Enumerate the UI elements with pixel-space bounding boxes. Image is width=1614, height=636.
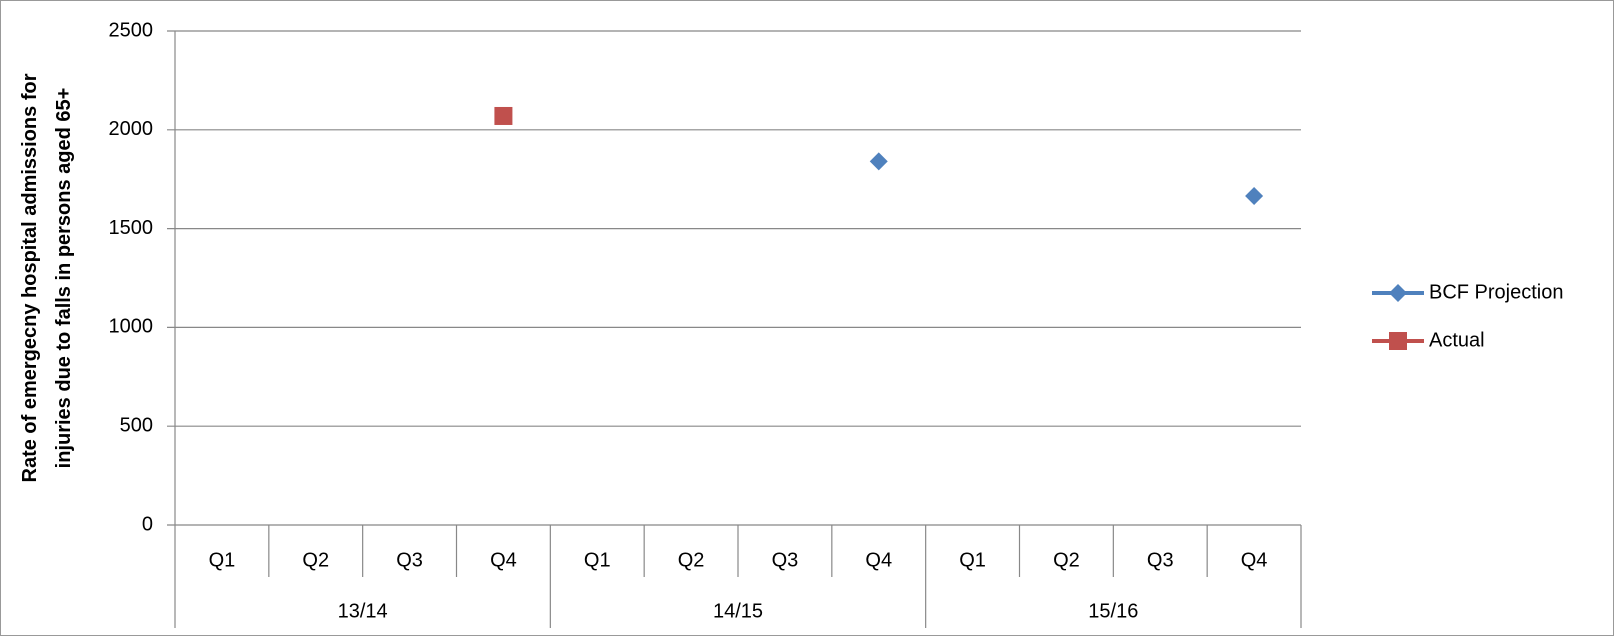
data-point — [1245, 186, 1264, 205]
x-tick-label: Q2 — [1053, 549, 1080, 571]
x-tick-label: Q4 — [865, 549, 892, 571]
group-label: 14/15 — [713, 600, 763, 622]
x-tick-label: Q3 — [396, 549, 423, 571]
y-tick-label: 500 — [120, 414, 153, 436]
x-tick-label: Q4 — [490, 549, 517, 571]
x-tick-label: Q2 — [678, 549, 705, 571]
group-label: 13/14 — [338, 600, 388, 622]
legend-marker — [1389, 284, 1407, 302]
y-tick-label: 1000 — [109, 316, 154, 338]
x-tick-label: Q1 — [584, 549, 611, 571]
legend-label: BCF Projection — [1429, 281, 1564, 303]
x-tick-label: Q3 — [772, 549, 799, 571]
x-tick-label: Q1 — [959, 549, 986, 571]
x-tick-label: Q3 — [1147, 549, 1174, 571]
data-point — [869, 152, 888, 171]
y-tick-label: 2000 — [109, 118, 154, 140]
y-tick-label: 1500 — [109, 217, 154, 239]
x-tick-label: Q1 — [209, 549, 236, 571]
y-tick-label: 2500 — [109, 19, 154, 41]
x-tick-label: Q4 — [1241, 549, 1268, 571]
y-tick-label: 0 — [142, 513, 153, 535]
x-tick-label: Q2 — [302, 549, 329, 571]
data-point — [494, 106, 513, 125]
y-axis-label: Rate of emergecny hospital admissions fo… — [19, 73, 75, 482]
legend-marker — [1389, 332, 1407, 350]
legend-label: Actual — [1429, 329, 1485, 351]
group-label: 15/16 — [1088, 600, 1138, 622]
